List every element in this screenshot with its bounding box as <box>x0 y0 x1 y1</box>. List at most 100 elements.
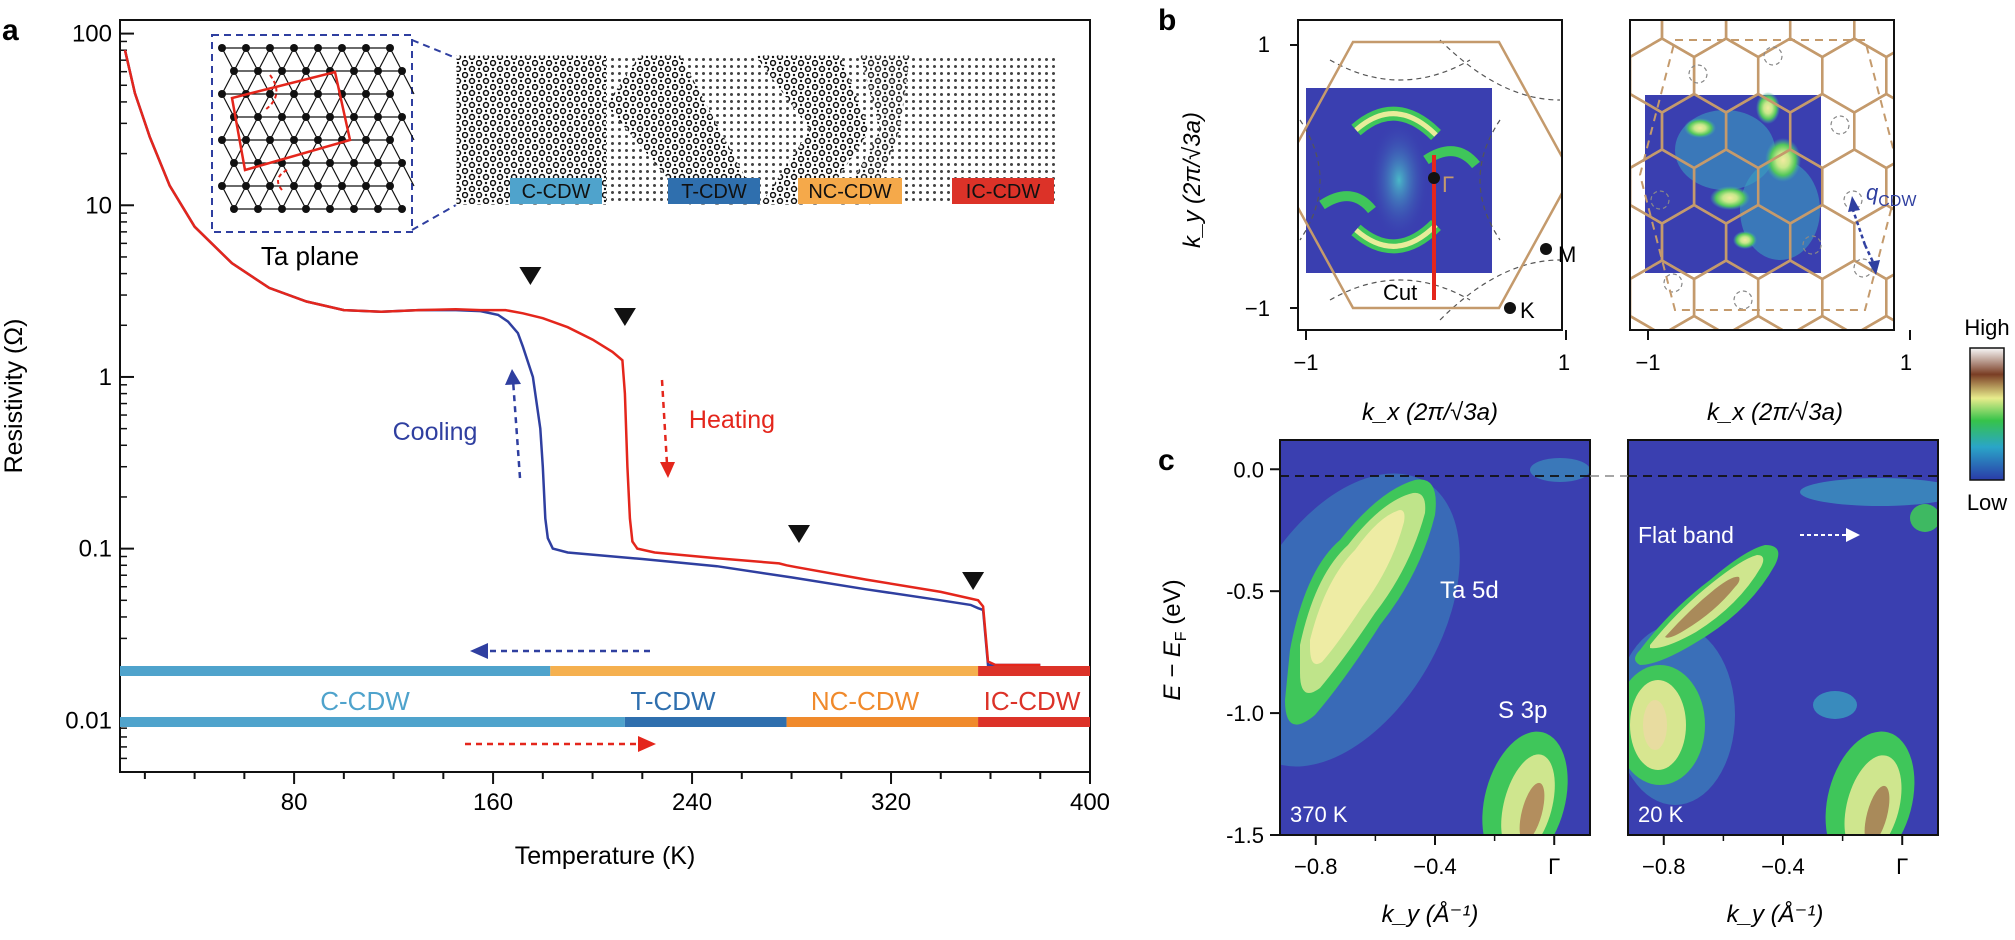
colorbar-low-label: Low <box>1967 490 2007 515</box>
phase-bar-segment <box>786 717 979 727</box>
bz-hexagon <box>1885 273 1894 322</box>
arpes-map-370k <box>1280 440 1590 835</box>
lattice-bond <box>269 162 283 187</box>
fermi-map-left <box>1298 20 1562 330</box>
phase-bar-segment <box>550 666 979 676</box>
heating-arrowhead <box>660 462 675 478</box>
lattice-bond <box>353 116 367 141</box>
panel-label-b: b <box>1158 4 1176 37</box>
lattice-bond <box>353 162 367 187</box>
lattice-bond <box>341 185 355 210</box>
phase-bar-segment <box>120 717 625 727</box>
lattice-bond <box>233 185 247 210</box>
panel-b-ytick-top: 1 <box>1258 32 1270 57</box>
lattice-bond <box>401 162 415 187</box>
bz-hexagon <box>1950 39 2014 113</box>
bar-label-t-cdw: T-CDW <box>630 686 716 716</box>
bz-hexagon <box>1630 372 1694 446</box>
inset-phase-labels: C-CDW T-CDW NC-CDW IC-CDW <box>510 178 1054 204</box>
lattice-bond <box>257 139 271 164</box>
bar-label-c-cdw: C-CDW <box>320 686 410 716</box>
gamma-point-label: Γ <box>1442 172 1454 197</box>
panel-c-y-axis: 0.0 -0.5 -1.0 -1.5 <box>1226 457 1280 848</box>
lattice-bond <box>353 185 367 210</box>
bz-hexagon <box>1694 0 1758 2</box>
y-tick-label: -0.5 <box>1226 579 1264 604</box>
flat-band-label: Flat band <box>1638 522 1734 548</box>
ylabel-sub: F <box>1173 631 1190 641</box>
x-tick-label: 320 <box>871 789 911 816</box>
lattice-bond <box>233 139 247 164</box>
lattice-bond <box>317 185 331 210</box>
lattice-bond <box>281 70 295 95</box>
bz-hexagon <box>1731 314 1785 330</box>
lattice-bond <box>281 93 295 118</box>
lattice-bond <box>365 93 379 118</box>
ta5d-label: Ta 5d <box>1440 577 1499 604</box>
bz-hexagon <box>1950 150 2014 224</box>
panel-a-xlabel: Temperature (K) <box>515 842 696 870</box>
lattice-bond <box>341 139 355 164</box>
phase-bar-segment <box>120 666 551 676</box>
lattice-bond <box>281 185 295 210</box>
lattice-bond <box>233 162 247 187</box>
lattice-bond <box>389 185 403 210</box>
ta-atom <box>398 205 406 213</box>
x-tick-label: −0.4 <box>1761 854 1804 879</box>
lattice-bond <box>221 185 235 210</box>
bz-hexagon <box>1918 94 1982 168</box>
colorbar-high-label: High <box>1964 315 2009 340</box>
x-tick-label: 80 <box>281 789 308 816</box>
ylabel-main: E − E <box>1159 640 1186 700</box>
lattice-bond <box>221 162 235 187</box>
lattice-bond <box>221 70 235 95</box>
panel-a-x-axis: 80 160 240 320 400 <box>143 772 1110 816</box>
lattice-bond <box>365 185 379 210</box>
bz-hexagon <box>1886 372 1950 446</box>
lattice-bond <box>221 116 235 141</box>
y-tick-label: -1.5 <box>1226 823 1264 848</box>
heating-bar-arrowhead <box>638 736 656 752</box>
lattice-bond <box>269 185 283 210</box>
panel-b-left-xtick-pos: 1 <box>1558 350 1570 375</box>
cooling-bar-arrowhead <box>470 643 488 659</box>
lattice-bond <box>257 93 271 118</box>
lattice-bond <box>293 70 307 95</box>
lattice-bond <box>341 162 355 187</box>
lattice-bond <box>305 93 319 118</box>
lattice-bond <box>389 93 403 118</box>
lattice-bond <box>377 47 391 72</box>
inset-label-ic-cdw: IC-CDW <box>966 181 1041 203</box>
lattice-bond <box>257 185 271 210</box>
lattice-bond <box>257 116 271 141</box>
x-tick-label: 400 <box>1070 789 1110 816</box>
bz-hexagon <box>1886 0 1950 2</box>
m-point-label: M <box>1558 242 1576 267</box>
temp-label-370k: 370 K <box>1290 802 1348 827</box>
transition-marker <box>788 525 810 543</box>
lattice-bond <box>341 70 355 95</box>
panel-a-frame <box>119 19 1091 773</box>
lattice-bond <box>305 47 319 72</box>
lattice-bond <box>269 70 283 95</box>
lattice-bond <box>245 70 259 95</box>
bz-hexagon <box>1950 0 2014 2</box>
y-tick-label: 1 <box>99 364 112 391</box>
lattice-bond <box>353 47 367 72</box>
lattice-bond <box>389 70 403 95</box>
panel-b-right-xlabel: k_x (2π/√3a) <box>1707 399 1843 426</box>
y-tick-label: 100 <box>72 21 112 48</box>
lattice-bond <box>293 185 307 210</box>
lattice-bond <box>365 116 379 141</box>
lattice-bond <box>269 93 283 118</box>
panel-c-right-x-axis: −0.8 −0.4 Γ <box>1642 835 1908 879</box>
lattice-bond <box>377 70 391 95</box>
arpes-map-20k <box>1628 440 1938 835</box>
phase-bar-segment <box>978 666 1090 676</box>
x-tick-label: Γ <box>1896 854 1908 879</box>
lattice-bond <box>389 116 403 141</box>
panel-b-left-xtick-neg: −1 <box>1293 350 1318 375</box>
temp-label-20k: 20 K <box>1638 802 1684 827</box>
s3p-label: S 3p <box>1498 697 1547 724</box>
lattice-bond <box>305 116 319 141</box>
